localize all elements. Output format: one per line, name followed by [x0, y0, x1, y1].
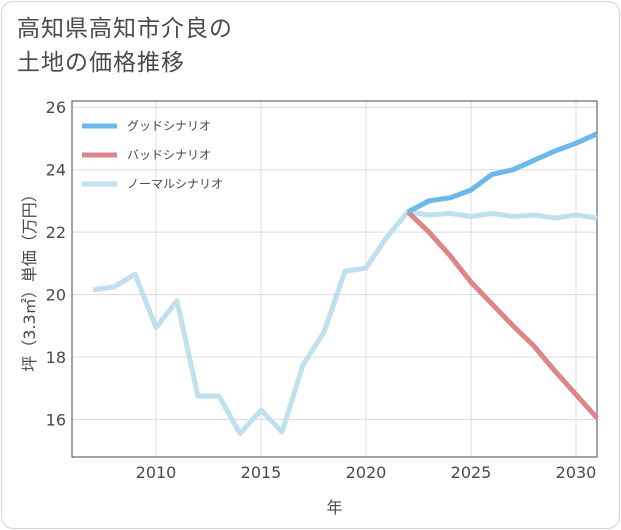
x-tick-label: 2015 — [241, 463, 282, 482]
title-line-2: 土地の価格推移 — [17, 50, 185, 76]
y-tick-label: 16 — [46, 411, 66, 430]
legend-label-1: バッドシナリオ — [127, 148, 211, 162]
plot-frame — [71, 100, 598, 458]
x-tick-label: 2030 — [556, 463, 597, 482]
x-tick-label: 2025 — [451, 463, 492, 482]
x-tick-label: 2010 — [136, 463, 177, 482]
y-tick-label: 18 — [46, 348, 66, 367]
axes: 16 18 20 22 24 26 2010 2015 2020 2025 2030 — [46, 98, 598, 482]
legend-label-2: ノーマルシナリオ — [127, 177, 223, 191]
y-axis-title: 坪（3.3㎡）単価（万円） — [20, 186, 39, 371]
title-line-1: 高知県高知市介良の — [17, 16, 233, 42]
legend-label-0: グッドシナリオ — [127, 119, 211, 133]
x-tick-label: 2020 — [346, 463, 387, 482]
series-line-2 — [92, 209, 598, 437]
chart-title: 高知県高知市介良の 土地の価格推移 — [17, 12, 417, 80]
series-line-1 — [406, 210, 599, 420]
x-axis-title: 年 — [326, 498, 342, 517]
series-layer — [92, 131, 599, 437]
y-tick-label: 20 — [46, 286, 66, 305]
series-line-0 — [406, 131, 599, 215]
y-tick-label: 22 — [46, 223, 66, 242]
y-tick-label: 24 — [46, 161, 66, 180]
y-tick-label: 26 — [46, 98, 66, 117]
